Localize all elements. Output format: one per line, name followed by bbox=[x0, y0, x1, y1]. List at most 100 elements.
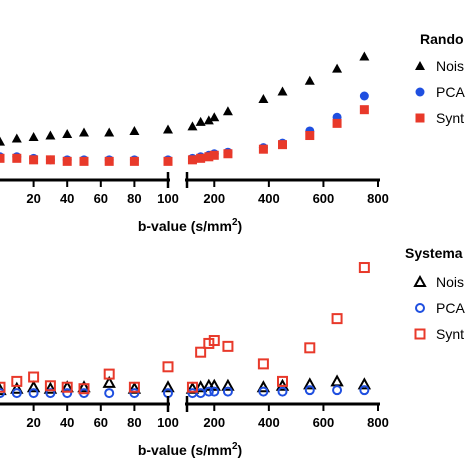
legend-label: PCA bbox=[436, 84, 465, 100]
point-circle bbox=[0, 388, 5, 399]
point-triangle bbox=[11, 133, 22, 143]
point-triangle bbox=[62, 129, 73, 138]
point-square bbox=[208, 335, 220, 347]
x-ticks-systematic: 20 40 60 80 100 200 400 600 800 bbox=[26, 404, 389, 430]
point-circle bbox=[203, 386, 214, 397]
point-square bbox=[209, 150, 219, 160]
legend-marker-circle bbox=[415, 87, 425, 97]
x-tick-label: 80 bbox=[127, 415, 141, 430]
point-triangle bbox=[163, 124, 173, 134]
legend-label: Synt bbox=[436, 326, 464, 342]
legend-label: PCA bbox=[436, 300, 465, 316]
x-tick-label: 100 bbox=[157, 415, 179, 430]
point-square bbox=[278, 140, 287, 150]
point-triangle bbox=[10, 381, 24, 394]
point-square bbox=[358, 262, 370, 274]
point-square bbox=[103, 368, 115, 380]
point-circle bbox=[332, 385, 343, 396]
point-triangle bbox=[207, 378, 221, 391]
point-square bbox=[186, 381, 198, 393]
point-triangle bbox=[359, 51, 370, 61]
point-triangle bbox=[330, 374, 344, 387]
point-triangle bbox=[161, 380, 175, 393]
point-circle bbox=[129, 388, 140, 399]
point-circle bbox=[277, 386, 288, 397]
point-triangle bbox=[104, 127, 115, 137]
legend-marker-triangle bbox=[415, 61, 425, 70]
x-tick-label: 400 bbox=[258, 415, 280, 430]
point-triangle bbox=[193, 380, 208, 393]
point-triangle bbox=[209, 112, 220, 122]
point-triangle bbox=[256, 380, 271, 393]
x-tick-label: 800 bbox=[367, 191, 389, 206]
x-tick-label: 20 bbox=[26, 191, 40, 206]
legend-random: Rando Nois PCA Synt bbox=[415, 31, 465, 126]
legend-title-systematic: Systema bbox=[405, 245, 463, 261]
legend-marker-square bbox=[414, 328, 426, 340]
x-axis-title-systematic: b-value (s/mm2) bbox=[138, 441, 242, 458]
x-tick-label: 100 bbox=[157, 191, 179, 206]
point-triangle bbox=[77, 380, 91, 393]
point-triangle bbox=[303, 377, 317, 390]
point-square bbox=[45, 155, 55, 165]
legend-title-random: Rando bbox=[420, 31, 464, 47]
point-square bbox=[78, 383, 90, 395]
point-square bbox=[204, 152, 214, 162]
point-square bbox=[359, 105, 369, 115]
point-square bbox=[129, 156, 139, 166]
x-tick-label: 40 bbox=[60, 415, 74, 430]
x-tick-label: 40 bbox=[60, 191, 74, 206]
legend-marker-circle bbox=[415, 303, 425, 313]
point-circle bbox=[28, 388, 39, 399]
point-triangle bbox=[129, 125, 140, 135]
point-triangle bbox=[203, 115, 214, 125]
point-square bbox=[11, 375, 23, 387]
point-square bbox=[258, 144, 268, 154]
point-square bbox=[0, 381, 6, 393]
x-tick-label: 200 bbox=[203, 191, 225, 206]
point-triangle bbox=[277, 86, 288, 96]
x-tick-label: 400 bbox=[258, 191, 280, 206]
point-square bbox=[162, 361, 174, 373]
legend-marker-triangle bbox=[413, 274, 427, 287]
x-axis-title-random: b-value (s/mm2) bbox=[138, 217, 242, 234]
point-square bbox=[0, 153, 5, 163]
point-square bbox=[332, 118, 342, 128]
point-square bbox=[62, 156, 72, 166]
point-square bbox=[61, 381, 73, 393]
point-square bbox=[12, 153, 22, 163]
x-tick-label: 800 bbox=[367, 415, 389, 430]
axis-break-systematic bbox=[166, 396, 189, 412]
point-triangle bbox=[28, 132, 39, 142]
point-circle bbox=[62, 388, 73, 399]
x-tick-label: 60 bbox=[94, 191, 108, 206]
point-triangle bbox=[258, 94, 269, 104]
point-triangle bbox=[26, 380, 41, 393]
point-triangle bbox=[357, 377, 372, 390]
point-square bbox=[257, 358, 269, 370]
point-circle bbox=[359, 91, 369, 101]
point-triangle bbox=[102, 375, 116, 388]
point-triangle bbox=[43, 381, 58, 394]
point-square bbox=[163, 156, 173, 166]
x-tick-label: 200 bbox=[203, 415, 225, 430]
point-square bbox=[104, 156, 114, 166]
x-tick-label: 20 bbox=[26, 415, 40, 430]
point-square bbox=[195, 346, 207, 358]
point-circle bbox=[359, 385, 370, 396]
point-square bbox=[223, 149, 233, 159]
point-triangle bbox=[45, 130, 56, 140]
legend-label: Nois bbox=[436, 58, 464, 74]
point-triangle bbox=[304, 75, 315, 85]
point-triangle bbox=[332, 63, 343, 73]
plot-area-systematic bbox=[0, 262, 372, 399]
point-triangle bbox=[221, 378, 235, 391]
point-square bbox=[222, 340, 234, 352]
x-tick-label: 600 bbox=[313, 191, 335, 206]
x-tick-label: 600 bbox=[313, 415, 335, 430]
point-circle bbox=[258, 386, 269, 397]
point-square bbox=[196, 153, 206, 163]
point-square bbox=[79, 156, 89, 166]
point-square bbox=[44, 380, 56, 392]
